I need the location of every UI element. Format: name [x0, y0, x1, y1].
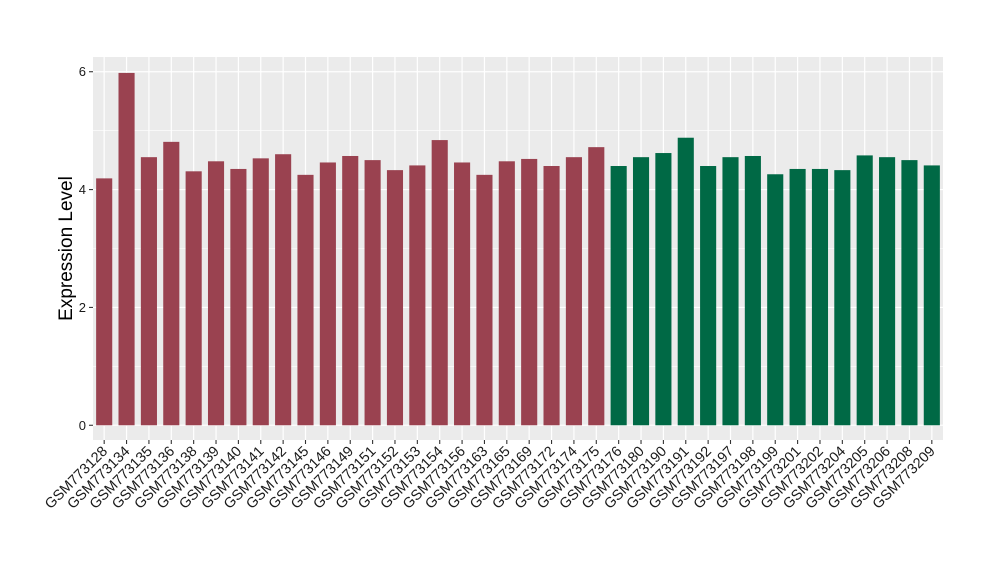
- bar-GSM773190: [655, 153, 672, 426]
- bar-GSM773204: [834, 170, 851, 426]
- bar-GSM773176: [610, 166, 627, 426]
- bar-GSM773172: [543, 166, 560, 426]
- bar-GSM773142: [275, 154, 292, 426]
- y-tick-label: 6: [79, 64, 86, 79]
- bar-GSM773192: [700, 166, 717, 426]
- bar-GSM773205: [856, 155, 873, 426]
- bar-GSM773191: [677, 137, 694, 426]
- bar-GSM773138: [185, 171, 202, 426]
- bar-GSM773151: [364, 160, 381, 426]
- bar-GSM773198: [744, 155, 761, 426]
- bar-GSM773175: [588, 147, 605, 426]
- bar-GSM773208: [901, 160, 918, 426]
- y-axis-title: Expression Level: [56, 176, 77, 321]
- bar-GSM773163: [476, 174, 493, 426]
- x-axis: GSM773128GSM773134GSM773135GSM773136GSM7…: [42, 440, 939, 512]
- bar-GSM773174: [565, 157, 582, 426]
- bar-GSM773165: [498, 161, 515, 426]
- bar-GSM773199: [767, 174, 784, 426]
- bar-GSM773128: [96, 178, 113, 426]
- bar-GSM773146: [319, 162, 336, 426]
- bar-GSM773156: [454, 162, 471, 426]
- bar-GSM773134: [118, 72, 135, 426]
- bar-GSM773209: [923, 165, 940, 426]
- y-tick-label: 2: [79, 300, 86, 315]
- bar-GSM773154: [431, 140, 448, 426]
- bar-series: [96, 72, 940, 426]
- bar-GSM773152: [386, 170, 404, 426]
- bar-GSM773135: [140, 157, 157, 426]
- bar-GSM773201: [789, 168, 806, 426]
- y-axis: 0 2 4 6: [79, 64, 93, 433]
- bar-GSM773169: [521, 158, 538, 426]
- bar-GSM773136: [163, 141, 180, 426]
- bar-GSM773149: [342, 155, 359, 426]
- bar-GSM773140: [230, 168, 247, 426]
- bar-GSM773197: [722, 157, 739, 426]
- bar-GSM773139: [207, 161, 225, 426]
- bar-GSM773180: [632, 157, 650, 426]
- y-tick-label: 4: [79, 182, 86, 197]
- bar-GSM773202: [811, 168, 829, 426]
- bar-GSM773145: [297, 174, 314, 426]
- y-tick-label: 0: [79, 418, 86, 433]
- bar-GSM773141: [252, 158, 269, 426]
- bar-GSM773153: [409, 165, 426, 426]
- bar-GSM773206: [879, 157, 896, 426]
